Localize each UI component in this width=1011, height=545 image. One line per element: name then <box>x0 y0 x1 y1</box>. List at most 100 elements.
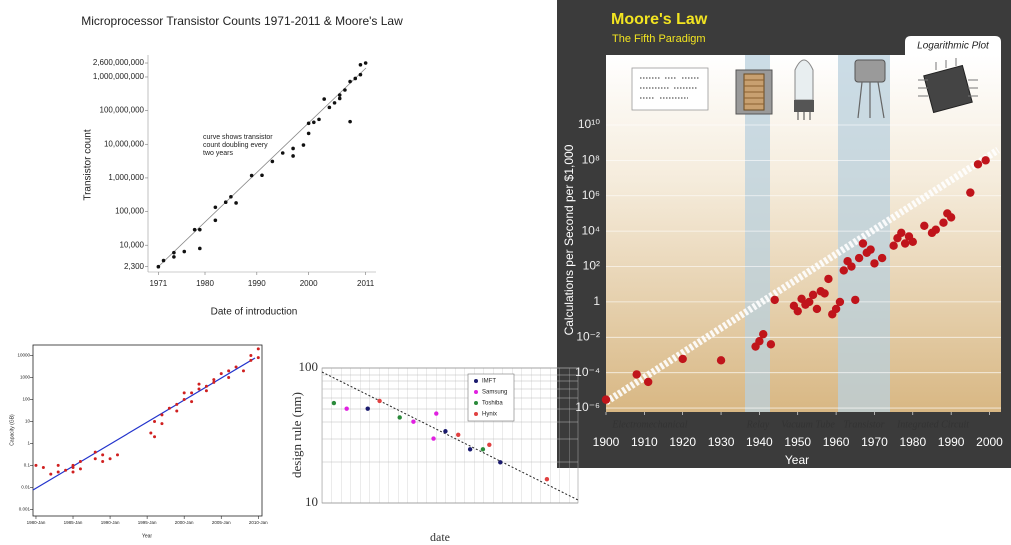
data-point <box>602 395 610 403</box>
y-tick-label: 2,300 <box>124 262 145 271</box>
legend-marker <box>474 412 478 416</box>
data-point <box>149 431 152 434</box>
data-point <box>183 398 186 401</box>
data-point <box>966 188 974 196</box>
plot-label: Logarithmic Plot <box>917 41 990 52</box>
data-point <box>411 420 415 424</box>
data-point <box>160 413 163 416</box>
punch-card-icon <box>632 68 708 110</box>
data-point <box>307 132 311 136</box>
data-point <box>870 259 878 267</box>
chart-title: Moore's Law <box>611 11 708 28</box>
y-tick-label: 100,000,000 <box>100 106 145 115</box>
data-point <box>116 453 119 456</box>
chart-title: Microprocessor Transistor Counts 1971-20… <box>81 14 403 28</box>
x-axis-label: date <box>430 530 450 544</box>
x-tick-label: 1940 <box>746 435 773 449</box>
data-point <box>333 101 337 105</box>
legend-label: Hynix <box>482 412 497 418</box>
x-tick-label: 2011 <box>357 279 375 288</box>
y-axis-label: Capacity (GB) <box>9 414 15 446</box>
data-point <box>889 242 897 250</box>
data-point <box>767 340 775 348</box>
y-tick-label: 10² <box>583 259 600 273</box>
data-point <box>235 365 238 368</box>
y-tick-label: 10 <box>25 419 31 424</box>
x-tick-label: 2000 <box>300 279 318 288</box>
data-point <box>168 407 171 410</box>
data-point <box>344 406 348 410</box>
data-point <box>794 307 802 315</box>
x-tick-label: 1990 <box>938 435 965 449</box>
data-point <box>456 433 460 437</box>
legend-label: Samsung <box>482 390 507 396</box>
data-point <box>205 385 208 388</box>
data-point <box>434 411 438 415</box>
data-point <box>813 305 821 313</box>
data-point <box>94 451 97 454</box>
x-tick-label: 1910 <box>631 435 658 449</box>
y-tick-label: 1000 <box>20 375 31 380</box>
data-point <box>851 296 859 304</box>
region-label: Integrated Circuit <box>896 419 969 430</box>
legend-marker <box>474 390 478 394</box>
data-point <box>198 383 201 386</box>
x-tick-label: 1995-Jan <box>138 520 157 525</box>
data-point <box>359 63 363 67</box>
data-point <box>809 291 817 299</box>
x-tick-label: 2005-Jan <box>212 520 231 525</box>
data-point <box>338 97 342 101</box>
data-point <box>632 370 640 378</box>
data-point <box>205 389 208 392</box>
y-tick-label: 10⁻⁴ <box>575 365 600 379</box>
y-axis-label: Transistor count <box>83 129 94 201</box>
data-point <box>859 239 867 247</box>
data-point <box>212 381 215 384</box>
data-point <box>398 415 402 419</box>
data-point <box>49 473 52 476</box>
x-tick-label: 1980-Jan <box>27 520 46 525</box>
y-tick-label: 0.01 <box>21 485 30 490</box>
x-tick-label: 1990 <box>248 279 266 288</box>
region-label: Relay <box>746 419 770 430</box>
y-tick-label: 0.001 <box>19 507 31 512</box>
x-tick-label: 2000-Jan <box>175 520 194 525</box>
y-tick-label: 10000 <box>17 353 30 358</box>
y-axis-label: Calculations per Second per $1,000 <box>562 144 576 335</box>
data-point <box>79 467 82 470</box>
data-point <box>840 266 848 274</box>
data-point <box>322 97 326 101</box>
data-point <box>249 359 252 362</box>
data-point <box>312 120 316 124</box>
x-axis-label: Year <box>142 533 152 539</box>
y-tick-label: 100 <box>299 359 319 374</box>
data-point <box>974 160 982 168</box>
data-point <box>190 391 193 394</box>
data-point <box>72 466 75 469</box>
data-point <box>227 369 230 372</box>
data-point <box>157 265 161 269</box>
chart-collage: Microprocessor Transistor Counts 1971-20… <box>0 0 1011 545</box>
data-point <box>909 238 917 246</box>
data-point <box>939 218 947 226</box>
data-point <box>332 401 336 405</box>
data-point <box>878 254 886 262</box>
data-point <box>678 355 686 363</box>
data-point <box>897 229 905 237</box>
x-tick-label: 1990-Jan <box>101 520 120 525</box>
data-point <box>257 347 260 350</box>
data-point <box>153 435 156 438</box>
data-point <box>443 429 447 433</box>
legend-marker <box>474 401 478 405</box>
data-point <box>72 471 75 474</box>
data-point <box>820 289 828 297</box>
y-tick-label: 0.1 <box>24 463 31 468</box>
x-tick-label: 1900 <box>593 435 620 449</box>
y-tick-label: 1 <box>593 294 600 308</box>
data-point <box>920 222 928 230</box>
data-point <box>172 251 176 255</box>
y-tick-label: 100 <box>22 397 30 402</box>
data-point <box>214 219 218 223</box>
y-tick-label: 10⁻² <box>576 329 600 343</box>
y-axis-label: design rule (nm) <box>289 392 304 478</box>
